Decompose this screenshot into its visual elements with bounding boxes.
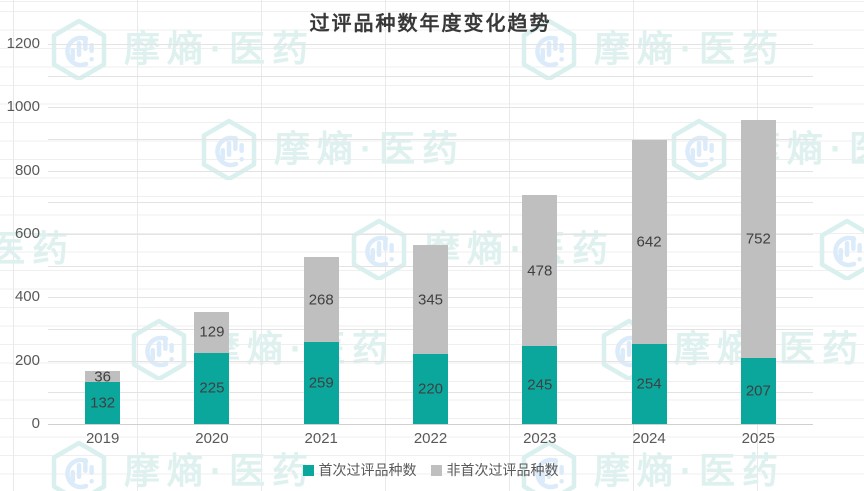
- y-axis-tick-label: 1000: [6, 98, 40, 116]
- y-gridline: [48, 202, 813, 204]
- bar-segment-2022-first-pass[interactable]: [413, 354, 448, 424]
- bar-value-label: 642: [636, 233, 662, 251]
- bar-value-label: 254: [636, 375, 662, 393]
- bar-segment-2023-first-pass[interactable]: [522, 346, 558, 424]
- bar-value-label: 478: [527, 262, 553, 280]
- bar-segment-2025-first-pass[interactable]: [740, 358, 776, 424]
- y-gridline: [48, 44, 813, 45]
- legend-label-first-pass: 首次过评品种数: [318, 462, 417, 478]
- bar-value-label: 259: [308, 374, 334, 392]
- chart-title: 过评品种数年度变化趋势: [309, 13, 552, 35]
- bar-segment-2021-first-pass[interactable]: [303, 341, 339, 424]
- bar-segment-2020-first-pass[interactable]: [194, 352, 230, 424]
- bar-segment-2019-non-first-pass[interactable]: [85, 370, 121, 383]
- legend-swatch-non-first-pass: [430, 464, 442, 476]
- bar-value-label: 245: [527, 376, 553, 394]
- y-axis-tick-label: 800: [14, 161, 40, 179]
- bar-segment-2021-non-first-pass[interactable]: [303, 257, 339, 342]
- bar-value-label: 225: [199, 379, 225, 397]
- bar-segment-2022-non-first-pass[interactable]: [413, 245, 448, 355]
- x-axis-tick-label: 2025: [741, 430, 776, 447]
- legend-item-first-pass[interactable]: 首次过评品种数: [302, 460, 417, 480]
- bar-value-label: 132: [90, 394, 116, 412]
- bar-segment-2020-non-first-pass[interactable]: [194, 311, 230, 353]
- bar-value-label: 207: [745, 382, 771, 400]
- bar-value-label: 129: [199, 323, 225, 341]
- y-axis-tick-label: 0: [31, 415, 40, 432]
- x-axis-tick-label: 2023: [523, 430, 557, 447]
- y-axis-tick-label: 200: [14, 351, 40, 369]
- y-gridline: [48, 139, 813, 140]
- legend: 首次过评品种数 非首次过评品种数: [48, 460, 813, 480]
- bar-value-label: 268: [308, 291, 334, 309]
- bar-value-label: 345: [417, 291, 444, 309]
- bar-value-label: 752: [745, 230, 771, 248]
- legend-swatch-first-pass: [302, 464, 314, 476]
- bar-segment-2019-first-pass[interactable]: [85, 382, 121, 424]
- y-gridline: [48, 75, 813, 77]
- x-axis-tick-label: 2024: [632, 430, 666, 447]
- legend-item-non-first-pass[interactable]: 非首次过评品种数: [430, 460, 559, 480]
- bar-value-label: 220: [417, 380, 444, 398]
- bar-segment-2025-non-first-pass[interactable]: [740, 120, 776, 359]
- y-gridline: [48, 424, 813, 425]
- bar-segment-2023-non-first-pass[interactable]: [522, 195, 558, 347]
- y-gridline: [48, 170, 813, 172]
- y-axis-tick-label: 400: [14, 288, 40, 306]
- legend-label-non-first-pass: 非首次过评品种数: [446, 462, 559, 478]
- bar-value-label: 36: [94, 368, 111, 385]
- x-axis-tick-label: 2022: [413, 430, 448, 447]
- bar-segment-2024-non-first-pass[interactable]: [631, 140, 667, 344]
- y-gridline: [48, 107, 813, 109]
- x-axis-tick-label: 2021: [304, 430, 338, 447]
- y-gridline: [48, 234, 813, 235]
- y-axis-tick-label: 1200: [6, 35, 40, 52]
- x-axis-tick-label: 2019: [85, 430, 120, 447]
- x-axis-tick-label: 2020: [195, 430, 229, 447]
- y-axis-tick-label: 600: [14, 225, 40, 242]
